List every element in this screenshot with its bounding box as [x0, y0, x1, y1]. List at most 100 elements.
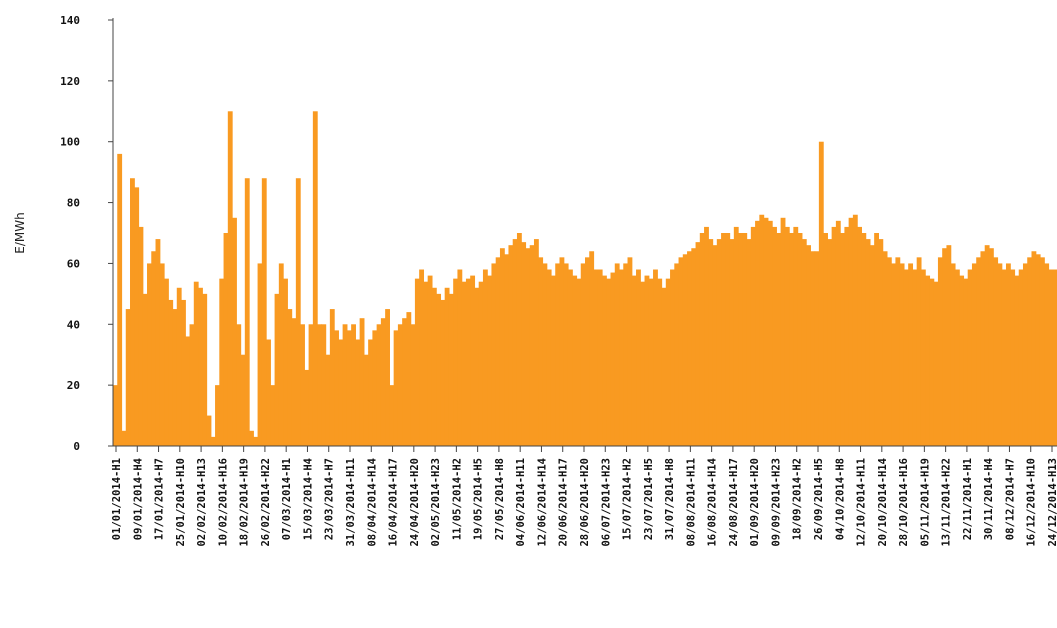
x-tick-label: 19/05/2014-H5: [473, 458, 485, 540]
bar: [682, 254, 688, 446]
bar: [619, 269, 624, 446]
bar: [121, 430, 127, 446]
bar: [976, 257, 982, 446]
bar: [882, 251, 888, 446]
bar: [329, 309, 335, 446]
bar: [338, 339, 344, 446]
bar: [1044, 263, 1050, 446]
x-tick-label: 30/11/2014-H4: [983, 458, 995, 540]
bar: [610, 272, 616, 446]
y-tick-label: 0: [73, 440, 80, 453]
bar: [117, 153, 123, 446]
bar: [912, 269, 918, 446]
bar: [287, 309, 293, 446]
bar: [950, 263, 956, 446]
bar: [550, 275, 556, 446]
bar: [729, 239, 735, 446]
bar: [746, 239, 752, 446]
bar: [427, 275, 433, 446]
bar: [198, 287, 203, 446]
x-tick-label: 31/03/2014-H11: [345, 458, 357, 547]
bar: [436, 293, 442, 446]
bar: [457, 269, 463, 446]
x-tick-label: 08/04/2014-H14: [366, 458, 378, 547]
bar: [946, 245, 952, 446]
bar: [223, 233, 229, 446]
bar: [742, 233, 748, 446]
bar: [572, 275, 578, 446]
x-tick-label: 24/04/2014-H20: [409, 458, 421, 547]
bar: [300, 324, 305, 446]
bar: [168, 299, 174, 446]
x-tick-label: 12/06/2014-H14: [536, 458, 548, 547]
bar: [555, 263, 561, 446]
bar: [538, 257, 544, 446]
bar: [674, 263, 680, 446]
bar: [1001, 269, 1007, 446]
x-tick-label: 24/08/2014-H17: [728, 458, 740, 547]
bar: [1035, 254, 1041, 446]
bar: [172, 309, 178, 446]
bar: [937, 257, 943, 446]
bar: [631, 275, 637, 446]
bar: [465, 278, 471, 446]
x-tick-label: 25/01/2014-H10: [175, 458, 187, 547]
bar: [576, 278, 582, 446]
bar: [865, 239, 871, 446]
bar: [1052, 269, 1057, 446]
bar: [159, 263, 165, 446]
bar: [474, 287, 480, 446]
bar: [844, 226, 850, 446]
bar: [491, 263, 497, 446]
bar: [533, 239, 539, 446]
x-tick-label: 18/02/2014-H19: [239, 458, 251, 547]
bar: [380, 318, 386, 446]
bar: [406, 312, 412, 446]
bar: [368, 339, 373, 446]
bar: [614, 263, 620, 446]
bar: [1027, 257, 1033, 446]
x-tick-label: 06/07/2014-H23: [600, 458, 612, 547]
bar: [291, 318, 297, 446]
x-tick-label: 27/05/2014-H8: [494, 458, 506, 540]
bar: [134, 187, 140, 447]
bar: [708, 239, 714, 446]
bar: [138, 226, 144, 446]
x-tick-label: 15/03/2014-H4: [302, 458, 314, 540]
bar: [997, 263, 1003, 446]
bar: [499, 248, 505, 446]
y-axis-label: E/MWh: [13, 212, 27, 253]
bar: [857, 226, 862, 446]
bar: [521, 242, 527, 446]
bar: [814, 251, 820, 446]
bar: [529, 245, 535, 446]
bar: [385, 309, 390, 446]
bar: [334, 330, 339, 446]
bar: [295, 178, 301, 447]
x-tick-label: 16/04/2014-H17: [388, 458, 400, 547]
bar: [933, 281, 939, 446]
bar: [699, 233, 705, 446]
bar: [725, 233, 731, 446]
bar: [895, 257, 901, 446]
bar: [1010, 269, 1016, 446]
bar: [993, 257, 999, 446]
bar: [147, 263, 152, 446]
bar: [763, 217, 769, 446]
bar: [249, 430, 254, 446]
bar: [410, 324, 416, 446]
bar: [325, 354, 331, 446]
x-tick-label: 16/08/2014-H14: [707, 458, 719, 547]
bar: [423, 281, 429, 446]
bar: [678, 257, 684, 446]
bar: [636, 269, 641, 446]
x-tick-label: 01/01/2014-H1: [111, 458, 123, 540]
bar: [916, 257, 922, 446]
bar: [461, 281, 467, 446]
bar: [376, 324, 382, 446]
bar: [504, 254, 510, 446]
bar: [402, 318, 407, 446]
bar: [657, 278, 663, 446]
bar: [164, 278, 169, 446]
x-tick-label: 20/10/2014-H14: [877, 458, 889, 547]
